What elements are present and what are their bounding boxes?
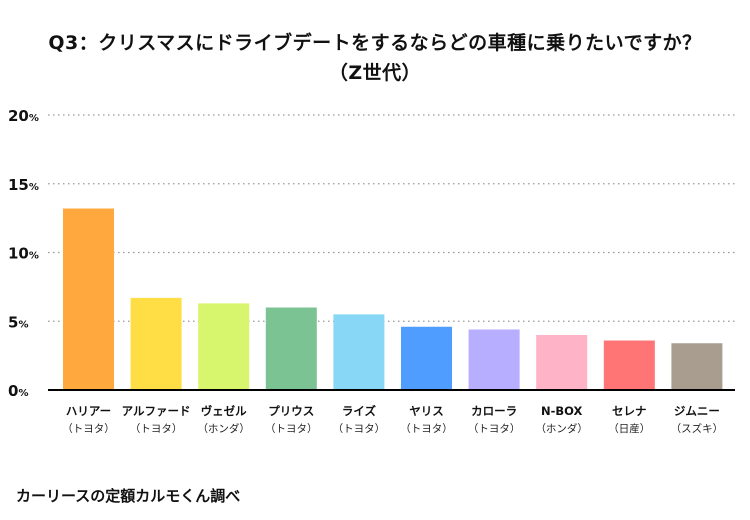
x-tick-label: プリウス (268, 404, 314, 418)
bar-1 (63, 208, 114, 390)
y-tick-label: 5% (8, 313, 28, 331)
chart-title: Q3：クリスマスにドライブデートをするならどの車種に乗りたいですか？ (48, 32, 702, 54)
x-tick-maker-label: （トヨタ） (468, 423, 521, 435)
x-tick-label: アルファード (122, 404, 191, 418)
x-tick-label: ハリアー (66, 404, 111, 418)
bar-4 (265, 307, 317, 390)
x-tick-label: N-BOX (541, 404, 583, 418)
x-tick-label: ヤリス (409, 404, 444, 418)
bar-3 (198, 303, 250, 390)
y-tick-label: 20% (8, 107, 39, 125)
x-tick-maker-label: （スズキ） (671, 422, 724, 435)
bar-8 (536, 335, 588, 390)
x-tick-label: カローラ (471, 404, 517, 418)
x-tick-label: セレナ (612, 404, 647, 418)
x-tick-maker-label: （ホンダ） (535, 422, 588, 435)
chart-subtitle: （Z世代） (328, 62, 422, 84)
y-tick-label: 0% (8, 382, 28, 400)
bar-7 (468, 329, 520, 390)
y-tick-label: 10% (8, 245, 39, 263)
x-tick-maker-label: （日産） (608, 422, 650, 435)
x-tick-maker-label: （トヨタ） (130, 423, 183, 435)
bar-2 (130, 297, 182, 390)
bar-10 (671, 343, 723, 390)
x-tick-label: ヴェゼル (201, 404, 247, 418)
bar-6 (401, 326, 452, 390)
y-tick-label: 15% (8, 176, 39, 194)
x-tick-maker-label: （ホンダ） (197, 422, 250, 435)
x-tick-maker-label: （トヨタ） (265, 423, 318, 435)
source-credit: カーリースの定額カルモくん調べ (16, 487, 241, 505)
x-tick-label: ライズ (342, 404, 377, 418)
x-tick-label: ジムニー (674, 404, 720, 418)
x-tick-maker-label: （トヨタ） (400, 423, 453, 435)
x-tick-maker-label: （トヨタ） (62, 423, 115, 435)
bar-9 (603, 340, 655, 390)
bar-chart: 0% 5% 10% 15% 20% ハリアー （トヨタ） アルファード （トヨタ） ヴェゼル （ホン… (8, 107, 735, 435)
x-tick-maker-label: （トヨタ） (333, 423, 386, 435)
bar-5 (333, 314, 385, 390)
